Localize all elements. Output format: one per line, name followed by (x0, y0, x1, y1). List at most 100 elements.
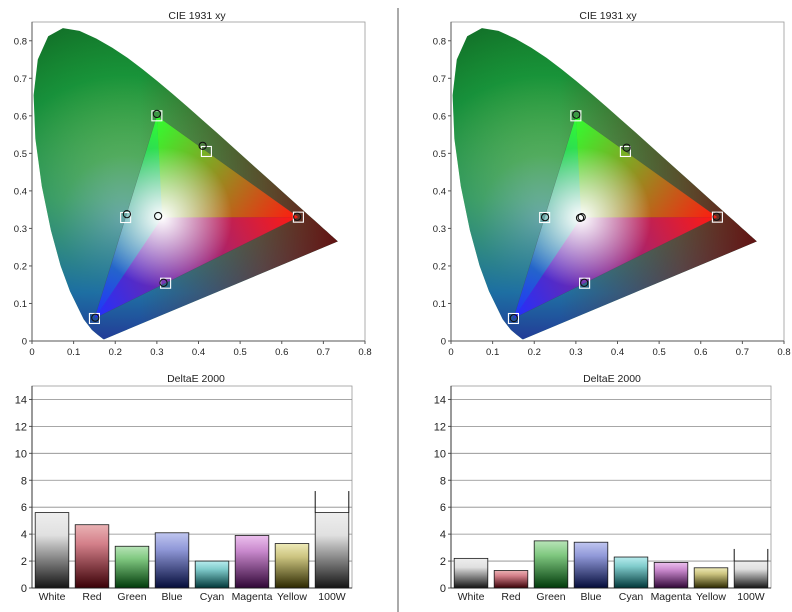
x-tick-label: 0.5 (653, 347, 666, 358)
gamut-whitepoint-glow (94, 115, 299, 319)
y-tick-label: 4 (21, 529, 27, 541)
x-tick-label: 0.8 (777, 347, 790, 358)
bar-cyan (613, 556, 649, 589)
deltae-panel-left: DeltaE 2000 0 2 4 6 8 10 12 14 White Red Green Blue… (15, 373, 353, 603)
x-tick-label: 0.5 (234, 347, 247, 358)
y-tick-label: 0.6 (433, 111, 446, 122)
gamut-whitepoint-glow (513, 115, 718, 319)
category-label: 100W (737, 591, 765, 603)
y-tick-label: 0.3 (433, 224, 446, 235)
category-label: Yellow (277, 591, 307, 603)
y-tick-label: 0.1 (433, 299, 446, 310)
y-tick-label: 0.2 (14, 261, 27, 272)
y-tick-label: 14 (15, 394, 27, 406)
target-square (88, 312, 100, 325)
y-tick-label: 14 (434, 394, 446, 406)
category-label: Yellow (696, 591, 726, 603)
target-square (120, 211, 132, 224)
measured-point (153, 211, 163, 221)
bar-red (74, 524, 110, 589)
x-tick-label: 0.2 (528, 347, 541, 358)
x-tick-label: 0.6 (694, 347, 707, 358)
y-tick-label: 0 (21, 583, 27, 595)
y-tick-label: 12 (15, 421, 27, 433)
cie-plot-left: 0 0.1 0.2 0.3 0.4 0.5 0.6 0.7 0.8 0 0.1 0.2 0.3 0.4 0.… (14, 21, 372, 358)
y-tick-label: 0.4 (14, 186, 27, 197)
target-square (539, 211, 551, 224)
y-tick-label: 6 (440, 502, 446, 514)
measured-point (91, 313, 100, 322)
x-tick-label: 0.1 (67, 347, 80, 358)
y-tick-label: 8 (21, 475, 27, 487)
y-tick-label: 0.4 (433, 186, 446, 197)
x-tick-label: 0.4 (192, 347, 205, 358)
y-tick-label: 2 (21, 556, 27, 568)
target-square (507, 312, 519, 325)
y-tick-label: 0.6 (14, 111, 27, 122)
category-label: 100W (318, 591, 346, 603)
x-tick-label: 0.1 (486, 347, 499, 358)
x-tick-label: 0.4 (611, 347, 624, 358)
y-tick-label: 0.5 (14, 149, 27, 160)
x-tick-label: 0.3 (569, 347, 582, 358)
x-tick-label: 0 (448, 347, 453, 358)
measured-point (622, 143, 631, 152)
x-tick-label: 0.7 (736, 347, 749, 358)
gamut-triangle (513, 115, 718, 319)
deltae-title: DeltaE 2000 (167, 373, 225, 385)
x-tick-label: 0.7 (317, 347, 330, 358)
x-tick-label: 0 (29, 347, 34, 358)
target-square (619, 145, 631, 158)
x-tick-label: 0.2 (109, 347, 122, 358)
x-tick-label: 0.3 (150, 347, 163, 358)
bar-100w (733, 560, 769, 589)
measured-point (712, 212, 721, 221)
y-tick-label: 4 (440, 529, 446, 541)
x-tick-label: 0.6 (275, 347, 288, 358)
y-tick-label: 0 (22, 337, 27, 348)
measured-point (580, 278, 589, 287)
plot-frame (450, 385, 772, 589)
y-tick-label: 12 (434, 421, 446, 433)
deltae-title: DeltaE 2000 (583, 373, 641, 385)
category-label: Green (117, 591, 146, 603)
bar-white (34, 512, 70, 589)
category-label: White (39, 591, 66, 603)
cie-title: CIE 1931 xy (168, 10, 226, 22)
category-label: Red (82, 591, 101, 603)
y-tick-label: 2 (440, 556, 446, 568)
bar-yellow (274, 543, 310, 589)
cie-panel-right: CIE 1931 xy 0 0.1 0.2 0.3 0.4 0.5 0.6 0.7 0.8 0 0.… (433, 10, 791, 358)
bar-red (493, 570, 529, 589)
category-label: Green (536, 591, 565, 603)
measured-point (122, 210, 132, 219)
bar-yellow (693, 567, 729, 589)
y-tick-label: 0 (440, 583, 446, 595)
deltae-plot-left: 0 2 4 6 8 10 12 14 White Red Green Blue Cyan Magenta Y… (15, 385, 353, 603)
y-tick-label: 0.3 (14, 224, 27, 235)
measured-point (159, 278, 168, 287)
measured-point (293, 212, 302, 221)
target-square (711, 211, 723, 223)
category-label: White (458, 591, 485, 603)
target-square (160, 277, 172, 289)
cie-plot-right: 0 0.1 0.2 0.3 0.4 0.5 0.6 0.7 0.8 0 0.1 0.2 0.3 0.4 0.… (433, 21, 791, 358)
y-tick-label: 0.7 (14, 74, 27, 85)
category-label: Blue (161, 591, 182, 603)
target-square (579, 277, 591, 289)
y-tick-label: 0.8 (433, 36, 446, 47)
y-tick-label: 10 (15, 448, 27, 460)
category-label: Cyan (619, 591, 644, 603)
category-label: Magenta (232, 591, 273, 603)
category-label: Blue (580, 591, 601, 603)
category-label: Red (501, 591, 520, 603)
x-tick-label: 0.8 (358, 347, 371, 358)
y-tick-label: 0.1 (14, 299, 27, 310)
y-tick-label: 8 (440, 475, 446, 487)
measured-point (152, 109, 162, 119)
bar-cyan (194, 560, 230, 589)
deltae-panel-right: DeltaE 2000 0 2 4 6 8 10 12 14 White Red Green Blue… (434, 373, 772, 603)
bar-blue (154, 532, 190, 589)
y-tick-label: 0.2 (433, 261, 446, 272)
